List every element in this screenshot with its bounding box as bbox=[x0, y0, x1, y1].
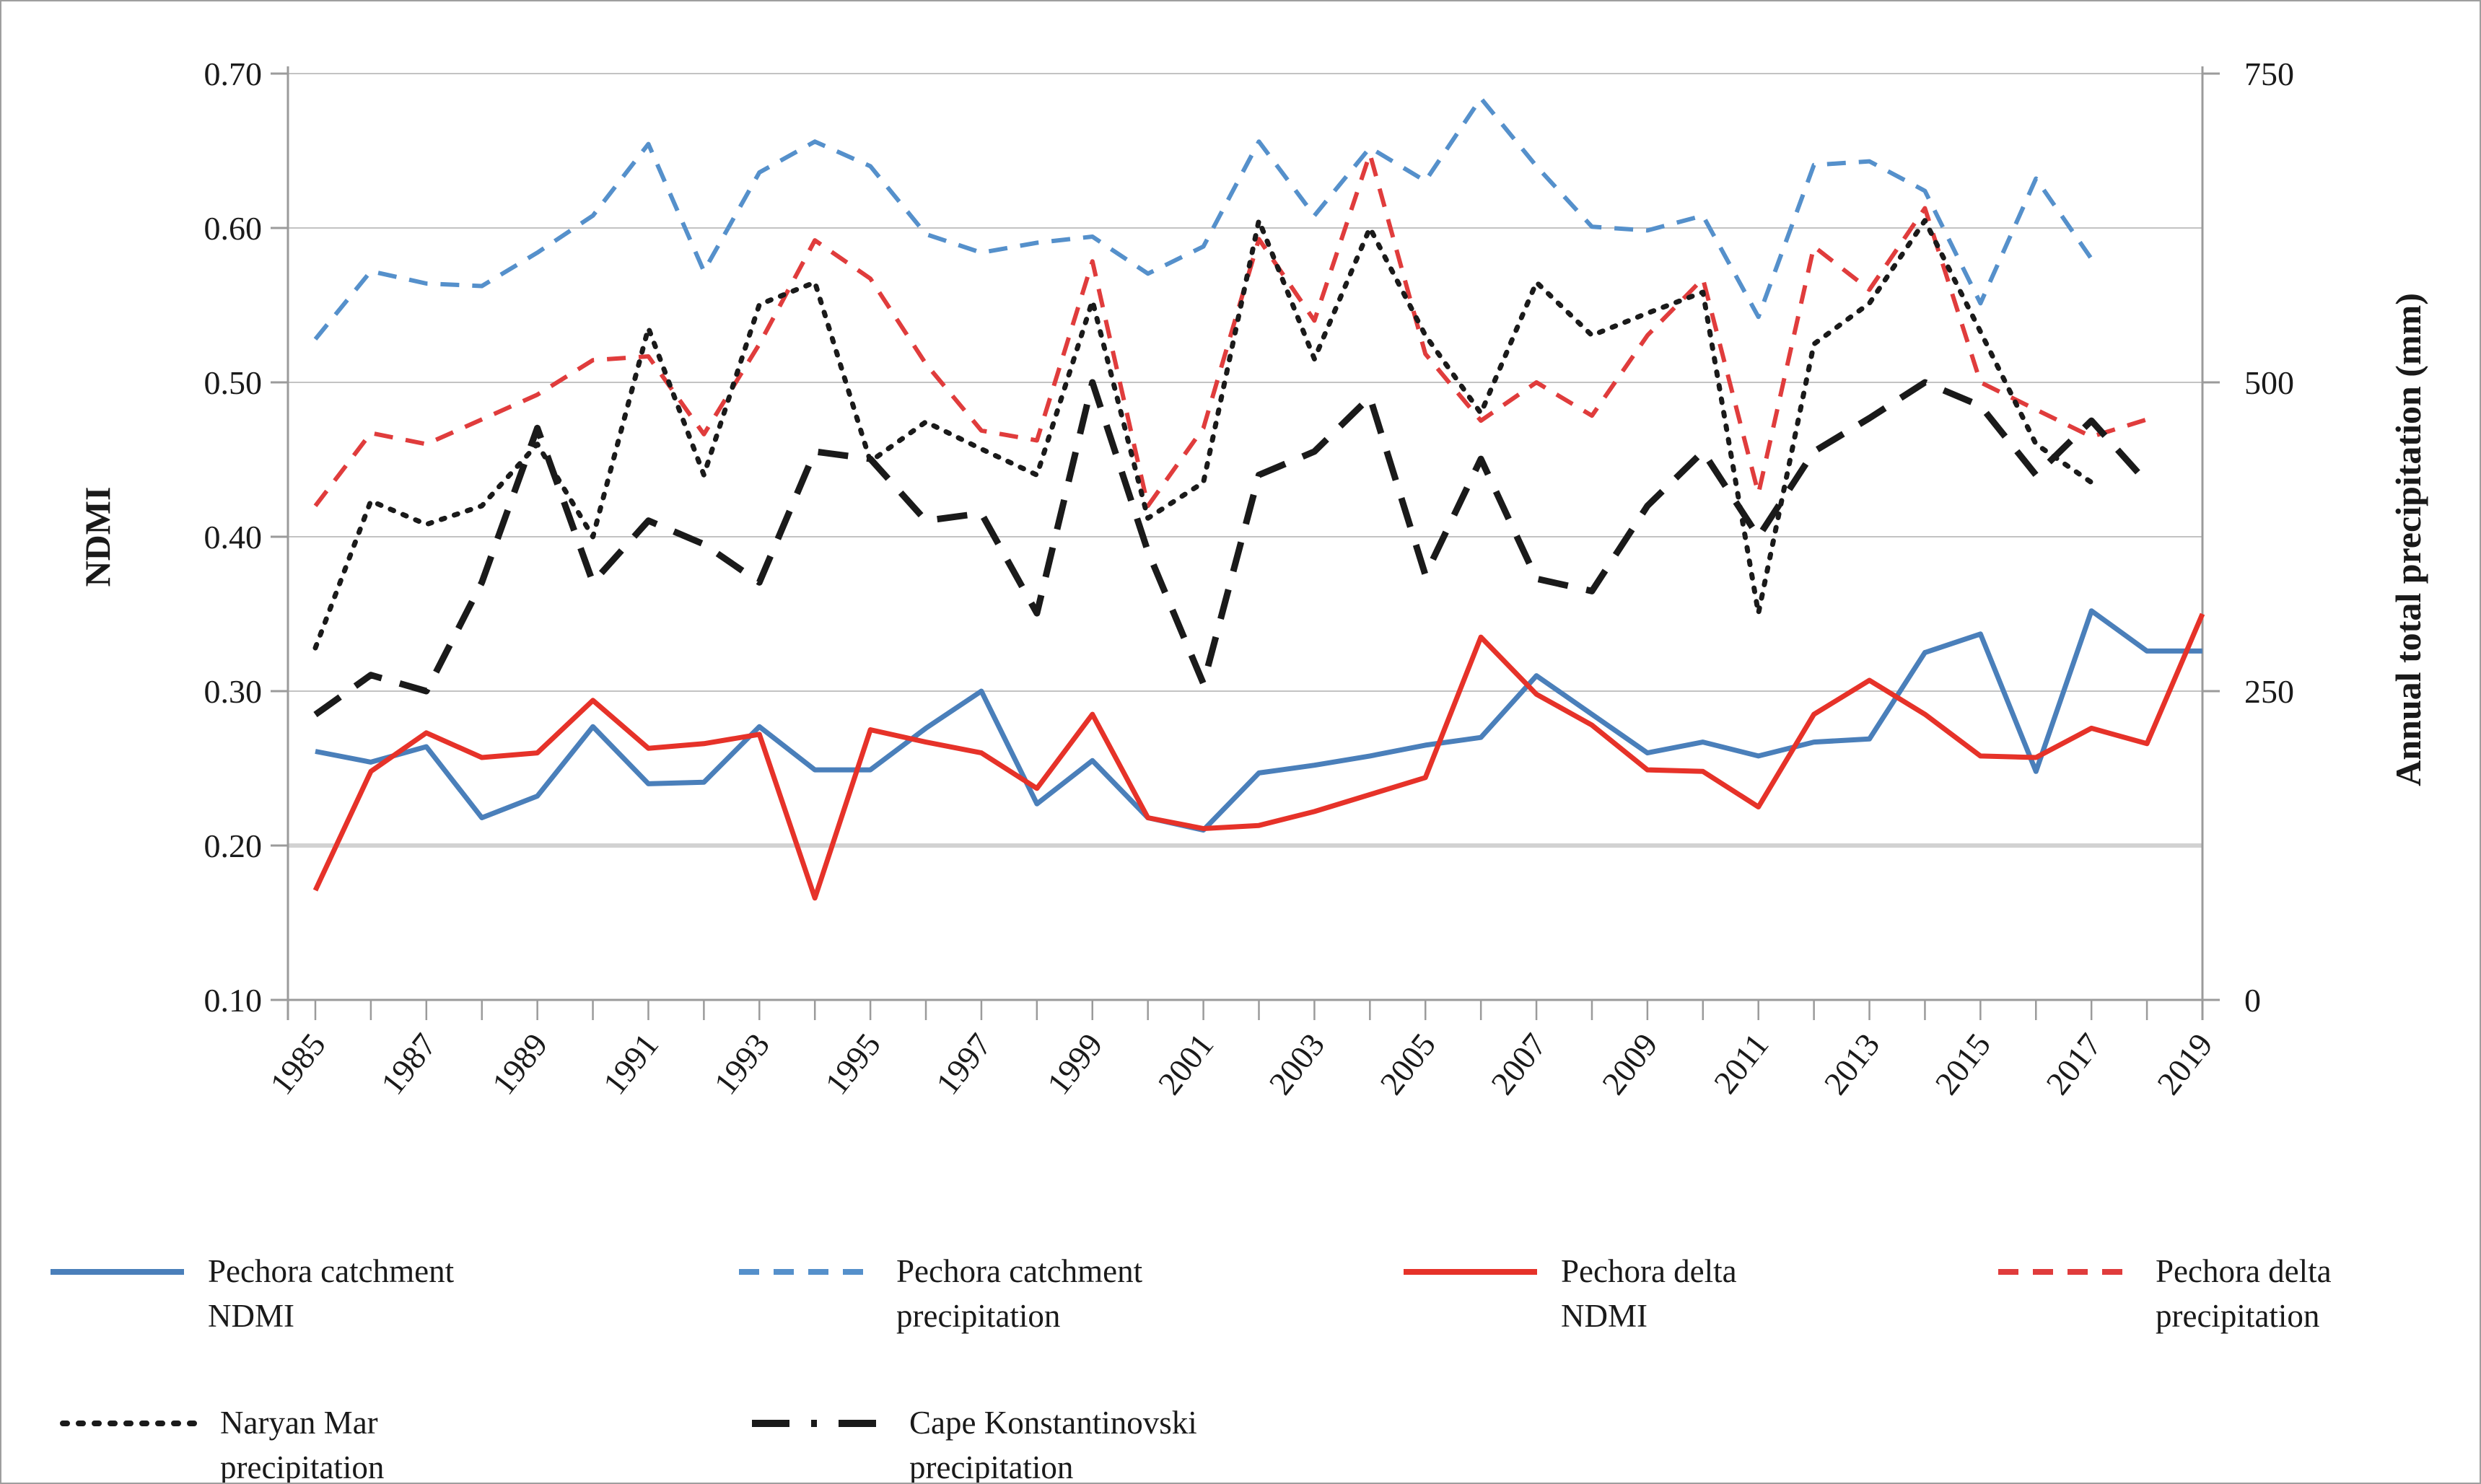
series-line-pechora-catchment-precipitation bbox=[313, 96, 2093, 341]
left-axis-tick-label: 0.40 bbox=[204, 519, 263, 556]
x-axis-year-label: 1989 bbox=[485, 1027, 555, 1102]
series-line-pechora-catchment-ndmi bbox=[315, 608, 2202, 833]
legend-label-line1: Pechora catchment bbox=[896, 1253, 1143, 1289]
right-axis-tick-label: 500 bbox=[2244, 364, 2294, 401]
x-axis-year-label: 1993 bbox=[706, 1027, 776, 1102]
x-axis-year-label: 1985 bbox=[263, 1027, 333, 1102]
legend-label-line1: Pechora catchment bbox=[208, 1253, 455, 1289]
x-axis-year-label: 1997 bbox=[929, 1027, 999, 1102]
legend-label-line1: Naryan Mar bbox=[220, 1405, 378, 1441]
legend-label-line1: Cape Konstantinovski bbox=[909, 1405, 1197, 1441]
legend-label-line2: NDMI bbox=[1561, 1298, 1648, 1334]
series-line-pechora-delta-ndmi bbox=[312, 613, 2205, 901]
left-axis-tick-label: 0.70 bbox=[204, 56, 263, 92]
legend-label-line2: precipitation bbox=[220, 1449, 384, 1484]
legend-label-line2: precipitation bbox=[2156, 1298, 2319, 1334]
series-line-pechora-delta-precipitation bbox=[313, 152, 2148, 509]
x-axis-year-label: 2003 bbox=[1261, 1027, 1331, 1102]
legend-label-line1: Pechora delta bbox=[1561, 1253, 1737, 1289]
right-axis-tick-label: 750 bbox=[2244, 56, 2294, 92]
x-axis-year-label: 2011 bbox=[1707, 1027, 1776, 1101]
legend-label-line2: precipitation bbox=[909, 1449, 1073, 1484]
left-axis-tick-label: 0.10 bbox=[204, 982, 263, 1019]
x-axis-year-label: 2019 bbox=[2150, 1027, 2220, 1102]
legend-label-line1: Pechora delta bbox=[2156, 1253, 2332, 1289]
x-axis-year-label: 2013 bbox=[1817, 1027, 1887, 1102]
x-axis-year-label: 2007 bbox=[1484, 1027, 1554, 1102]
series-line-cape-konstantinovski-precipitation bbox=[313, 379, 2150, 718]
left-axis-tick-label: 0.30 bbox=[204, 673, 263, 710]
legend-label-line2: precipitation bbox=[896, 1298, 1060, 1334]
x-axis-year-label: 2009 bbox=[1595, 1027, 1665, 1102]
left-axis-tick-label: 0.50 bbox=[204, 364, 263, 401]
left-axis-tick-label: 0.20 bbox=[204, 827, 263, 864]
x-axis-year-label: 1995 bbox=[818, 1027, 888, 1102]
legend-label-line2: NDMI bbox=[208, 1298, 294, 1334]
right-axis-title: Annual total precipitation (mm) bbox=[2388, 293, 2428, 786]
x-axis-year-label: 2001 bbox=[1151, 1027, 1221, 1102]
left-axis-title: NDMI bbox=[77, 487, 118, 587]
x-axis-year-label: 2015 bbox=[1928, 1027, 1998, 1102]
left-axis-tick-label: 0.60 bbox=[204, 210, 263, 247]
right-axis-tick-label: 250 bbox=[2244, 673, 2294, 710]
x-axis-year-label: 1991 bbox=[596, 1027, 666, 1102]
right-axis-tick-label: 0 bbox=[2244, 982, 2261, 1019]
x-axis-year-label: 1999 bbox=[1040, 1027, 1110, 1102]
x-axis-year-label: 2017 bbox=[2039, 1027, 2109, 1102]
series-line-naryan-mar-precipitation bbox=[312, 218, 2094, 651]
x-axis-year-label: 1987 bbox=[374, 1027, 444, 1102]
x-axis-year-label: 2005 bbox=[1373, 1027, 1443, 1102]
